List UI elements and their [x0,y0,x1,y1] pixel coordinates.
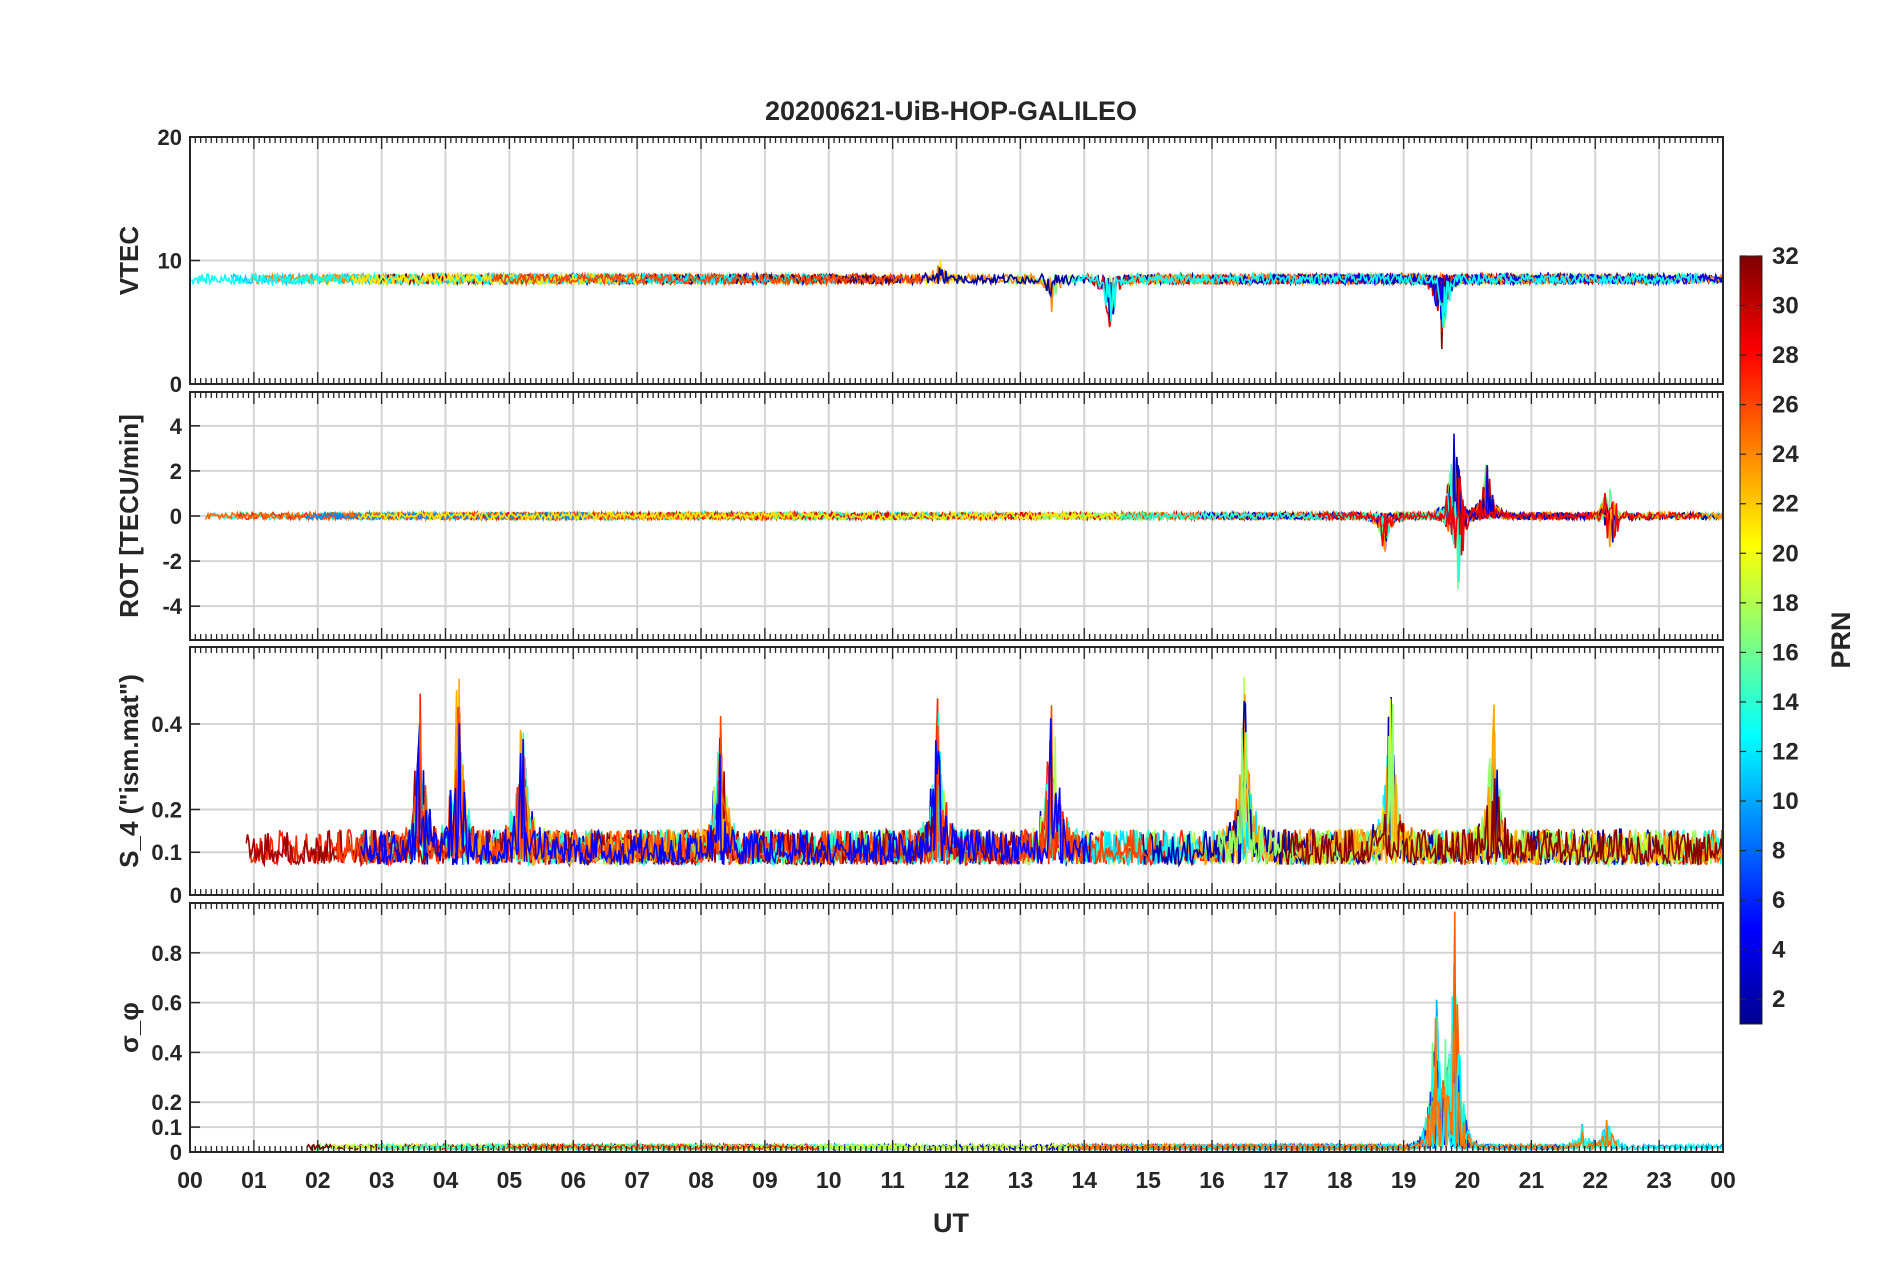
y-axis-label: VTEC [114,226,144,296]
x-tick-label: 09 [752,1167,778,1193]
x-tick-label: 16 [1199,1167,1225,1193]
y-tick-label: -4 [162,594,182,619]
y-tick-label: 0.2 [151,1090,182,1115]
y-tick-label: 0.1 [151,840,182,865]
series-line-prn-21 [351,271,642,287]
x-tick-label: 22 [1582,1167,1608,1193]
x-tick-label: 19 [1391,1167,1417,1193]
y-tick-label: 0.4 [151,712,182,737]
x-tick-label: 03 [369,1167,395,1193]
y-tick-label: 0.8 [151,941,182,966]
x-axis-label: UT [933,1208,969,1238]
x-tick-label: 11 [880,1167,905,1193]
x-tick-label: 02 [305,1167,331,1193]
colorbar-tick-label: 20 [1772,540,1799,567]
x-tick-label: 06 [560,1167,586,1193]
x-tick-label: 10 [816,1167,842,1193]
colorbar-tick-label: 12 [1772,738,1799,765]
colorbar-gradient [1739,255,1763,1025]
y-tick-label: 0 [170,883,182,908]
chart-title: 20200621-UiB-HOP-GALILEO [765,96,1137,126]
colorbar-tick-label: 26 [1772,392,1799,419]
x-tick-label: 04 [433,1167,459,1193]
y-tick-label: 0.2 [151,797,182,822]
series-line-prn-9 [304,509,598,523]
series-group [191,260,1724,350]
y-tick-label: 0 [170,372,182,397]
x-tick-label: 07 [624,1167,650,1193]
colorbar-tick-label: 32 [1772,243,1799,270]
panel-4: 00.10.2 0.4 0.6 0.8 σ_φ [114,902,1724,1165]
colorbar-tick-label: 2 [1772,986,1785,1013]
y-tick-label: 10 [158,249,182,274]
series-line-segment [1316,477,1703,552]
panel-frame [189,902,1724,1153]
colorbar-tick-label: 18 [1772,590,1799,617]
y-tick-label: 0 [170,1140,182,1165]
x-tick-label: 01 [241,1167,267,1193]
y-axis-label: S_4 ("ism.mat") [114,674,144,868]
x-tick-label: 12 [944,1167,970,1193]
colorbar-tick-label: 10 [1772,788,1799,815]
y-tick-label: 2 [170,459,182,484]
series-line-prn-26 [506,1142,820,1153]
x-tick-label: 23 [1646,1167,1672,1193]
y-tick-label: 4 [170,414,183,439]
series-line-segment [1070,270,1704,328]
y-axis-label: ROT [TECU/min] [114,414,144,618]
colorbar-tick-label: 22 [1772,491,1799,518]
colorbar-tick-label: 28 [1772,342,1799,369]
colorbar-tick-label: 14 [1772,689,1799,716]
colorbar-label: PRN [1826,611,1856,668]
x-tick-label: 13 [1008,1167,1034,1193]
series-group [245,676,1724,868]
panel-frame [189,136,1724,385]
panel-frame [189,391,1724,641]
y-tick-label: 20 [158,125,182,150]
x-tick-label: 00 [177,1167,203,1193]
panel-frame [189,646,1724,896]
colorbar-tick-label: 16 [1772,639,1799,666]
series-line-segment [1293,704,1724,867]
y-tick-label: 0 [170,504,182,529]
x-tick-label: 00 [1710,1167,1736,1193]
panel-2: -4 -2 0 2 4 ROT [TECU/min] [114,391,1724,641]
colorbar-tick-label: 30 [1772,293,1799,320]
x-tick-labels: 00 01 02 03 04 05 06 07 08 09 10 11 12 13 14 15 16 17 18 19… [177,1167,1736,1193]
colorbar-tick-label: 6 [1772,887,1785,914]
series-line-prn-26 [491,271,922,288]
series-line-prn-5 [360,718,1094,866]
x-tick-label: 05 [497,1167,523,1193]
series-group [204,433,1724,590]
panel-3: 0 0.1 0.2 0.4 S_4 ("ism.mat") [114,646,1724,908]
x-tick-label: 17 [1263,1167,1289,1193]
y-axis-label: σ_φ [114,1002,144,1053]
colorbar-tick-label: 4 [1772,937,1786,964]
x-tick-label: 15 [1135,1167,1161,1193]
x-tick-label: 20 [1455,1167,1481,1193]
x-tick-label: 18 [1327,1167,1353,1193]
y-tick-label: 0.6 [151,991,182,1016]
panel-1: 0 10 20 VTEC [114,125,1724,397]
colorbar-tick-label: 24 [1772,441,1799,468]
y-tick-label: 0.1 [151,1115,182,1140]
y-tick-label: 0.4 [151,1040,182,1065]
x-tick-label: 14 [1071,1167,1097,1193]
x-tick-label: 08 [688,1167,714,1193]
colorbar-tick-label: 8 [1772,838,1785,865]
y-tick-label: -2 [162,549,182,574]
series-line-segment [1280,778,1724,866]
x-tick-label: 21 [1519,1167,1545,1193]
series-line-prn-21 [357,509,1123,523]
